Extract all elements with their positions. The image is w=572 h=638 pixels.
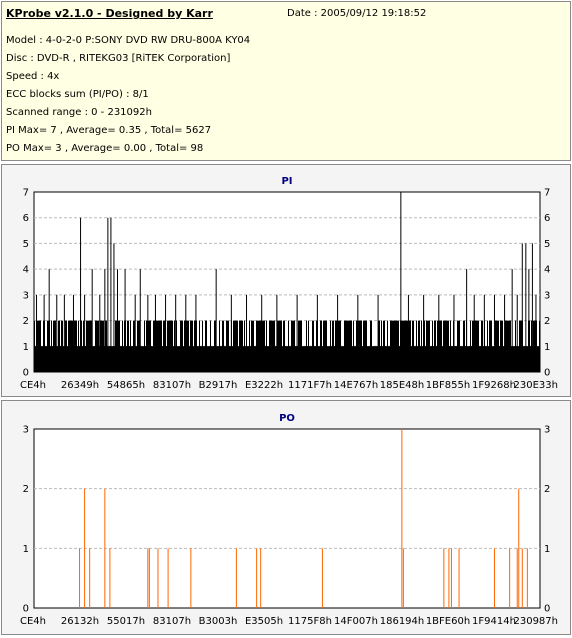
x-tick-label: B2917h — [199, 380, 238, 391]
pi-chart: PI 0 0 1 1 2 2 3 3 4 4 5 5 6 6 7 7 CE4h 26349h 54865h 83107h… — [20, 176, 558, 391]
range-line: Scanned range : 0 - 231092h — [6, 107, 152, 118]
y-tick-label-left: 7 — [23, 188, 29, 199]
chart-title: PO — [279, 413, 295, 424]
x-tick-label: B3003h — [199, 616, 238, 627]
x-tick-label: 1F9414h — [472, 616, 516, 627]
pi-chart-panel: PI 0 0 1 1 2 2 3 3 4 4 5 5 6 6 7 7 CE4h 26349h 54865h 83107h… — [1, 164, 571, 397]
y-tick-label-right: 1 — [544, 342, 550, 353]
x-tick-label: 83107h — [153, 380, 191, 391]
po-chart-panel: PO 0 0 1 1 2 2 3 3 CE4h 26132h 55017h 83107h B3003h E3… — [1, 400, 571, 635]
y-tick-label-right: 1 — [544, 544, 550, 555]
y-tick-label-left: 2 — [23, 484, 29, 495]
y-tick-label-left: 1 — [23, 544, 29, 555]
y-tick-label-left: 3 — [23, 425, 29, 436]
y-tick-label-right: 6 — [544, 213, 550, 224]
y-tick-label-left: 6 — [23, 213, 29, 224]
y-tick-label-right: 2 — [544, 316, 550, 327]
x-tick-label: 26132h — [61, 616, 99, 627]
x-tick-label: 54865h — [107, 380, 145, 391]
pi-stats-line: PI Max= 7 , Average= 0.35 , Total= 5627 — [6, 125, 212, 136]
ecc-line: ECC blocks sum (PI/PO) : 8/1 — [6, 89, 149, 100]
y-tick-label-left: 4 — [23, 265, 29, 276]
po-stats-line: PO Max= 3 , Average= 0.00 , Total= 98 — [6, 143, 204, 154]
disc-line: Disc : DVD-R , RITEKG03 [RiTEK Corporati… — [6, 53, 231, 64]
chart-title: PI — [281, 176, 292, 187]
y-tick-label-left: 0 — [23, 368, 29, 379]
x-tick-label: 26349h — [61, 380, 99, 391]
x-tick-label: 55017h — [107, 616, 145, 627]
x-tick-label: 1175F8h — [288, 616, 332, 627]
po-chart: PO 0 0 1 1 2 2 3 3 CE4h 26132h 55017h 83107h B3003h E3… — [20, 413, 558, 627]
y-tick-label-left: 1 — [23, 342, 29, 353]
x-tick-label: CE4h — [20, 616, 46, 627]
speed-line: Speed : 4x — [6, 71, 60, 82]
y-tick-label-right: 7 — [544, 188, 550, 199]
plot-area — [33, 428, 541, 609]
x-tick-label: 14F007h — [334, 616, 378, 627]
x-tick-label: CE4h — [20, 380, 46, 391]
y-tick-label-left: 2 — [23, 316, 29, 327]
x-tick-label: E3222h — [245, 380, 283, 391]
x-tick-label: 83107h — [153, 616, 191, 627]
y-tick-label-right: 5 — [544, 239, 550, 250]
y-tick-label-right: 2 — [544, 484, 550, 495]
info-header: KProbe v2.1.0 - Designed by Karr Date : … — [1, 1, 571, 161]
y-tick-label-left: 5 — [23, 239, 29, 250]
x-tick-label: 14E767h — [334, 380, 378, 391]
x-tick-label: 1BFE60h — [426, 616, 470, 627]
x-tick-label: 230E33h — [514, 380, 558, 391]
y-tick-label-right: 0 — [544, 368, 550, 379]
model-line: Model : 4-0-2-0 P:SONY DVD RW DRU-800A K… — [6, 35, 251, 46]
x-tick-label: 185E48h — [380, 380, 424, 391]
app-title: KProbe v2.1.0 - Designed by Karr — [6, 7, 213, 20]
y-tick-label-right: 3 — [544, 425, 550, 436]
x-tick-label: E3505h — [245, 616, 283, 627]
x-tick-label: 1BF855h — [426, 380, 470, 391]
y-tick-label-right: 0 — [544, 604, 550, 615]
x-tick-label: 1F9268h — [472, 380, 516, 391]
y-tick-label-right: 4 — [544, 265, 550, 276]
pi-base-fill — [34, 346, 540, 372]
x-tick-label: 186194h — [380, 616, 425, 627]
y-tick-label-left: 0 — [23, 604, 29, 615]
scan-date: Date : 2005/09/12 19:18:52 — [287, 8, 427, 19]
x-tick-label: 230987h — [513, 616, 558, 627]
y-tick-label-right: 3 — [544, 290, 550, 301]
x-tick-label: 1171F7h — [288, 380, 332, 391]
y-tick-label-left: 3 — [23, 290, 29, 301]
